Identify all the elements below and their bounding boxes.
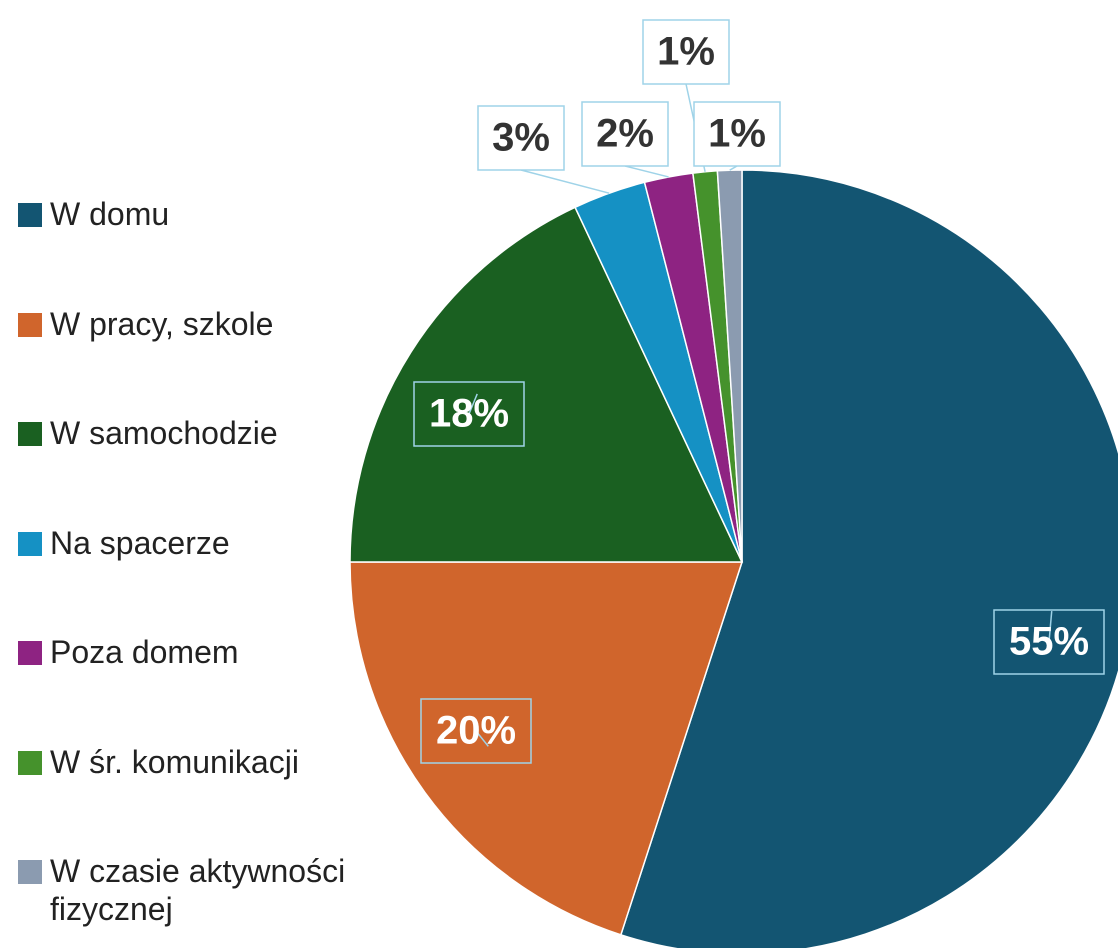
legend-swatch [18,750,42,775]
leader-line [475,730,489,747]
pie-slice [349,206,744,563]
data-label: 2% [596,112,654,156]
legend-label: W pracy, szkole [50,305,274,342]
legend-swatch [18,860,42,884]
legend-label: W samochodzie [50,415,278,451]
legend-label: Na spacerze [50,524,230,561]
legend-item: W śr. komunikacji [18,743,438,853]
legend-label: W czasie aktywności fizycznej [50,853,346,927]
label-box [581,101,669,167]
data-label: 20% [436,709,516,753]
leader-line [520,169,610,194]
legend-item: Poza domem [18,633,438,743]
pie-slice [716,169,743,563]
legend-item: W pracy, szkole [18,305,438,415]
label-box [993,609,1105,675]
legend-swatch [18,641,42,665]
leader-line [468,393,478,415]
legend-swatch [18,422,42,446]
data-label: 55% [1009,620,1089,664]
pie-slice [619,169,1118,948]
label-box [413,381,525,447]
legend-item: W samochodzie [18,414,438,524]
legend-label: W domu [50,196,170,232]
legend-item: Na spacerze [18,524,438,634]
legend-item: W czasie aktywności fizycznej [18,852,438,948]
leader-line [624,165,669,178]
legend-label: W śr. komunikacji [50,743,299,780]
label-box [420,698,532,764]
data-label: 1% [657,30,715,74]
label-box [477,105,565,171]
label-box [642,19,730,85]
legend: W domu W pracy, szkole W samochodzie Na spa… [18,195,438,948]
data-label: 1% [708,112,766,156]
pie-slice [349,561,744,936]
legend-swatch [18,312,42,337]
leader-line [1048,610,1053,643]
data-label: 3% [492,116,550,160]
legend-swatch [18,531,42,556]
legend-label: Poza domem [50,634,239,670]
data-label: 18% [429,392,509,436]
legend-swatch [18,203,42,227]
legend-item: W domu [18,195,438,305]
label-box [693,101,781,167]
